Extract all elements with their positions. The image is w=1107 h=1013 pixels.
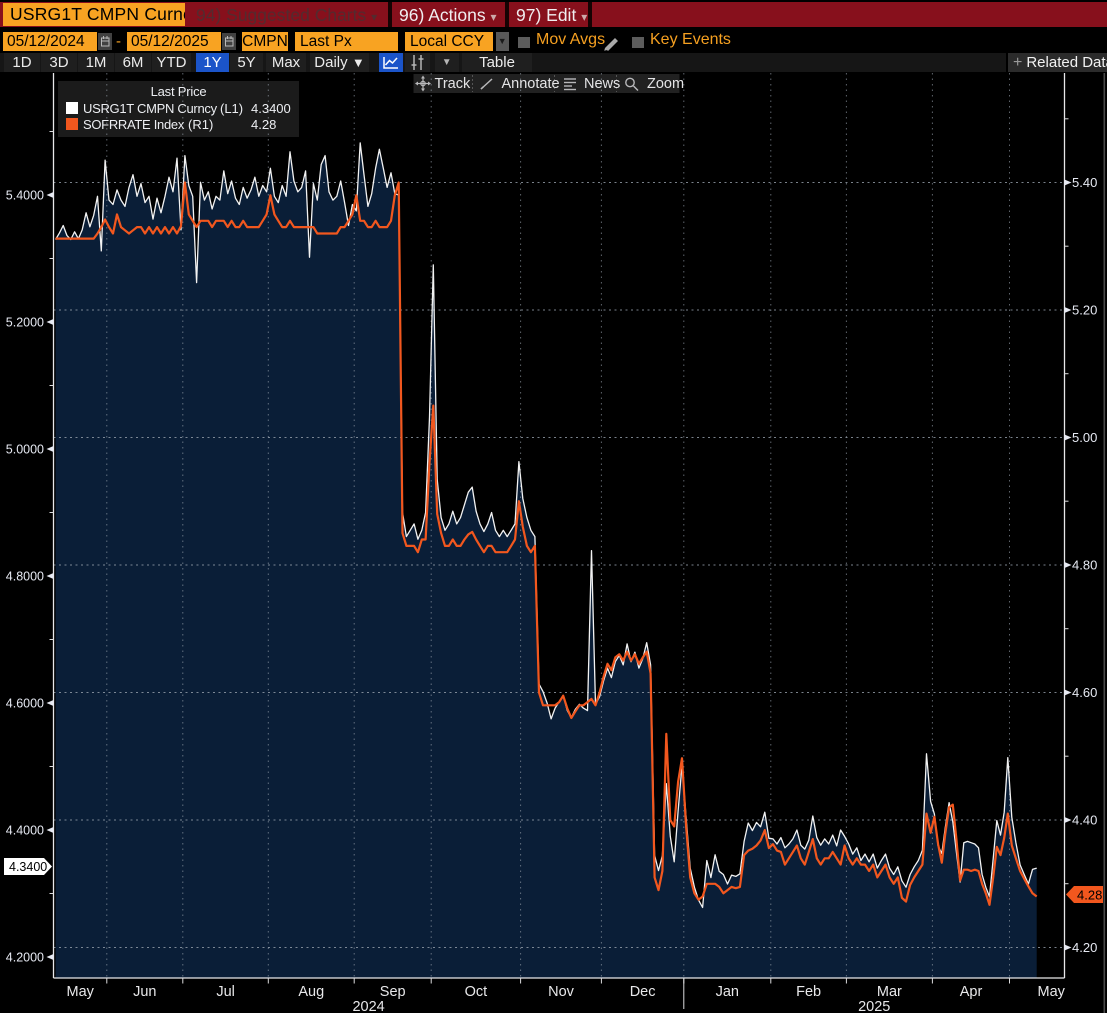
svg-text:4.8000: 4.8000 [6, 570, 44, 584]
svg-text:4.60: 4.60 [1072, 685, 1097, 700]
svg-text:Jul: Jul [216, 984, 235, 1000]
svg-text:Feb: Feb [796, 984, 821, 1000]
svg-text:(L1): (L1) [220, 101, 243, 116]
svg-text:Nov: Nov [548, 984, 575, 1000]
svg-text:Oct: Oct [465, 984, 488, 1000]
svg-text:May: May [1037, 984, 1065, 1000]
svg-text:4.4000: 4.4000 [6, 824, 44, 838]
svg-text:5.40: 5.40 [1072, 175, 1097, 190]
svg-text:5.00: 5.00 [1072, 430, 1097, 445]
svg-text:Zoom: Zoom [647, 76, 684, 92]
svg-text:4.2000: 4.2000 [6, 951, 44, 965]
svg-text:SOFRRATE Index: SOFRRATE Index [83, 117, 185, 132]
svg-text:5.20: 5.20 [1072, 303, 1097, 318]
svg-text:4.28: 4.28 [251, 117, 276, 132]
svg-text:May: May [66, 984, 94, 1000]
svg-text:Jan: Jan [716, 984, 739, 1000]
svg-text:Apr: Apr [960, 984, 983, 1000]
svg-text:4.80: 4.80 [1072, 558, 1097, 573]
svg-text:4.28: 4.28 [1077, 888, 1102, 903]
svg-text:5.4000: 5.4000 [6, 189, 44, 203]
svg-text:5.0000: 5.0000 [6, 443, 44, 457]
svg-text:2024: 2024 [352, 999, 384, 1013]
svg-text:5.2000: 5.2000 [6, 316, 44, 330]
svg-text:Last Price: Last Price [151, 84, 207, 99]
svg-text:Track: Track [435, 76, 471, 92]
svg-text:Aug: Aug [298, 984, 324, 1000]
svg-text:2025: 2025 [858, 999, 890, 1013]
svg-text:Sep: Sep [380, 984, 406, 1000]
svg-text:Dec: Dec [630, 984, 656, 1000]
svg-text:4.20: 4.20 [1072, 940, 1097, 955]
svg-text:4.6000: 4.6000 [6, 697, 44, 711]
svg-text:4.3400: 4.3400 [9, 860, 47, 874]
svg-text:4.40: 4.40 [1072, 813, 1097, 828]
svg-text:Annotate: Annotate [502, 76, 560, 92]
svg-text:Jun: Jun [133, 984, 156, 1000]
svg-text:4.3400: 4.3400 [251, 101, 291, 116]
svg-text:USRG1T CMPN Curncy: USRG1T CMPN Curncy [83, 101, 218, 116]
svg-text:News: News [584, 76, 620, 92]
svg-text:Mar: Mar [877, 984, 902, 1000]
svg-text:(R1): (R1) [188, 117, 213, 132]
